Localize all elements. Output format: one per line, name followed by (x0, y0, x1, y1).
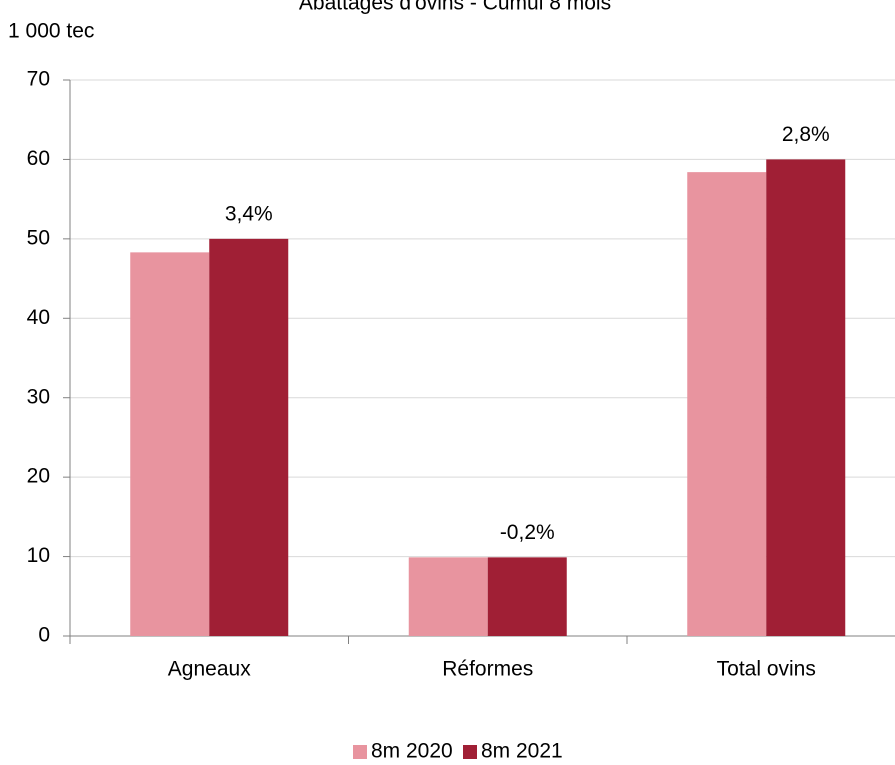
y-tick-label: 30 (27, 385, 50, 408)
annotation: -0,2% (500, 521, 555, 544)
y-tick-label: 40 (27, 306, 50, 329)
legend-swatch (463, 745, 477, 759)
x-tick-label: Agneaux (168, 658, 251, 681)
y-tick-label: 60 (27, 147, 50, 170)
annotation: 3,4% (225, 202, 273, 225)
bar (408, 557, 488, 636)
y-tick-label: 20 (27, 465, 50, 488)
chart-title: Abattages d'ovins - Cumul 8 mois (299, 0, 611, 15)
x-tick-label: Total ovins (717, 658, 816, 681)
legend-label: 8m 2021 (481, 740, 563, 763)
y-tick-label: 10 (27, 544, 50, 567)
y-tick-label: 0 (38, 624, 50, 647)
bar (766, 159, 846, 636)
bar (130, 252, 210, 637)
y-tick-label: 50 (27, 226, 50, 249)
bar (209, 238, 289, 636)
x-tick-label: Réformes (442, 658, 533, 681)
y-tick-label: 70 (27, 68, 50, 91)
annotation: 2,8% (782, 123, 830, 146)
legend-label: 8m 2020 (371, 740, 453, 763)
legend-swatch (353, 745, 367, 759)
bar (687, 172, 767, 636)
bar (487, 557, 567, 636)
y-axis-label: 1 000 tec (8, 20, 94, 43)
